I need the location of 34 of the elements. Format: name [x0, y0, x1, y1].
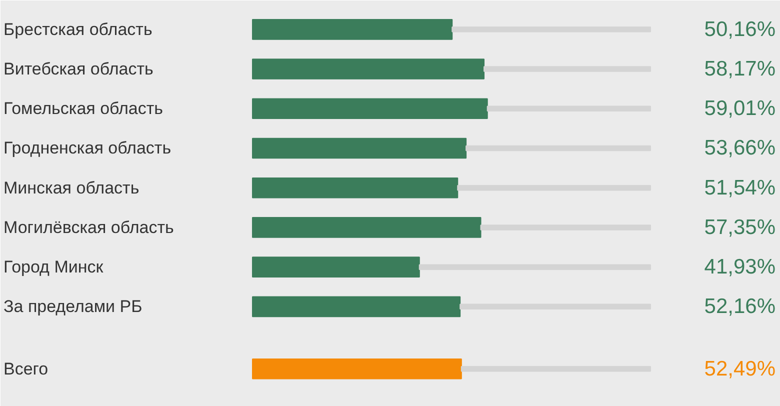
y-tick-label: Гомельская область	[4, 99, 164, 118]
bar	[484, 66, 651, 72]
bar	[457, 184, 651, 191]
bar	[252, 98, 488, 120]
y-tick-label: Город Минск	[4, 258, 104, 277]
y-tick-label: Могилёвская область	[4, 218, 174, 237]
data-label: 52,16%	[704, 295, 776, 318]
data-label: 53,66%	[704, 136, 776, 160]
y-tick-label: Гродненская область	[4, 138, 172, 158]
bar	[252, 138, 467, 159]
bar	[486, 106, 651, 112]
y-tick-label: Брестская область	[4, 20, 152, 39]
bar	[252, 58, 485, 80]
bar	[460, 304, 651, 310]
bar	[480, 224, 651, 230]
data-label: 51,54%	[704, 176, 776, 200]
data-label: 50,16%	[704, 18, 776, 41]
bar	[252, 177, 458, 198]
bar	[466, 145, 651, 152]
y-tick-label: Всего	[4, 359, 48, 378]
bar	[252, 217, 482, 238]
data-label: 52,49%	[704, 357, 776, 380]
data-label: 41,93%	[704, 256, 776, 279]
data-label: 57,35%	[704, 216, 776, 239]
bar	[252, 256, 420, 278]
data-label: 58,17%	[704, 58, 776, 81]
bar	[252, 296, 461, 318]
data-label: 59,01%	[704, 97, 776, 120]
y-tick-label: За пределами РБ	[4, 297, 142, 316]
bar	[252, 19, 453, 40]
bar	[452, 26, 651, 32]
bar	[418, 264, 651, 270]
y-tick-label: Минская область	[4, 178, 140, 198]
y-tick-label: Витебская область	[4, 60, 154, 79]
